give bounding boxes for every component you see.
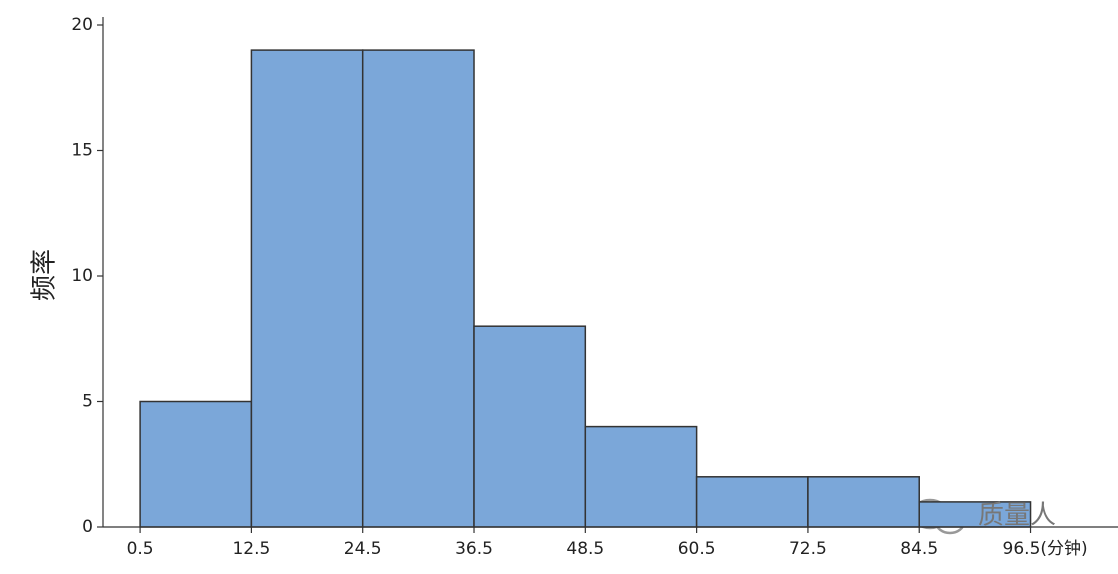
watermark: 质量人 <box>978 501 1056 531</box>
x-tick-label: 60.5 <box>678 539 716 559</box>
bar <box>361 49 475 528</box>
bar <box>695 476 809 528</box>
x-tick-label: 36.5 <box>455 539 493 559</box>
bar <box>584 425 698 528</box>
y-axis-label: 频率 <box>30 249 60 301</box>
x-tick-label: 72.5 <box>789 539 827 559</box>
bar <box>807 476 920 528</box>
y-tick-label: 10 <box>71 266 93 286</box>
x-tick-label: 96.5(分钟) <box>1003 539 1088 559</box>
x-tick-label: 24.5 <box>344 539 382 559</box>
x-tick-label: 0.5 <box>127 539 154 559</box>
bar <box>473 325 587 528</box>
bar <box>139 400 253 528</box>
x-tick-label: 48.5 <box>566 539 604 559</box>
y-tick-label: 20 <box>71 15 93 35</box>
x-tick-label: 12.5 <box>232 539 270 559</box>
y-tick-label: 15 <box>71 141 93 161</box>
y-tick-label: 0 <box>82 517 93 537</box>
bar <box>250 49 364 528</box>
x-tick-label: 84.5 <box>900 539 938 559</box>
y-tick-label: 5 <box>82 392 93 412</box>
